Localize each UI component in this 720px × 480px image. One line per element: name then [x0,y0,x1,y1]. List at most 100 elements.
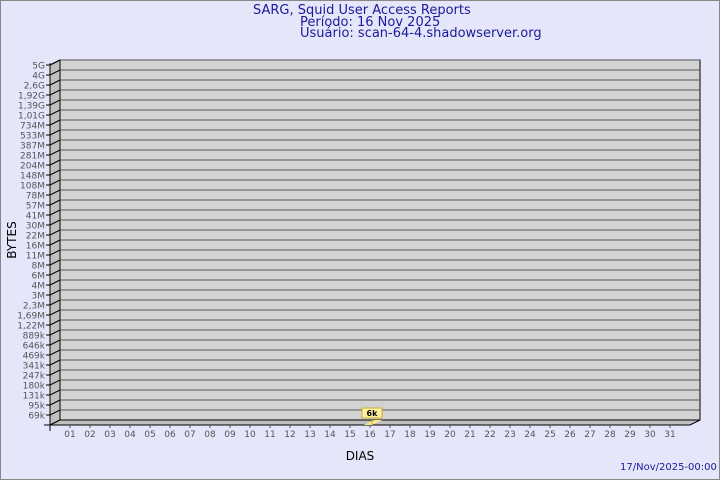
x-tick-label: 28 [604,430,616,440]
x-tick-label: 14 [324,430,336,440]
depth-line [49,309,61,316]
y-axis-title: BYTES [5,221,19,258]
depth-line [49,279,61,286]
y-tick-label: 4M [32,282,46,292]
x-tick-label: 19 [424,430,436,440]
depth-line [49,149,61,156]
y-tick-label: 2,3M [23,302,45,312]
x-axis-title: DIAS [346,449,375,463]
y-tick-label: 1,22M [17,322,45,332]
y-tick-label: 1,92G [18,92,45,102]
x-tick-label: 07 [184,430,195,440]
depth-line [49,139,61,146]
depth-line [49,289,61,296]
depth-line [49,209,61,216]
depth-line [49,239,61,246]
depth-line [49,129,61,136]
x-tick-label: 18 [404,430,416,440]
depth-line [49,349,61,356]
depth-line [49,109,61,116]
chart-user: Usuário: scan-64-4.shadowserver.org [300,26,542,41]
x-tick-label: 13 [304,430,315,440]
y-tick-label: 247k [23,372,46,382]
y-tick-label: 78M [26,192,45,202]
depth-line [49,159,61,166]
y-tick-label: 1,01G [18,112,45,122]
x-tick-label: 03 [104,430,115,440]
y-tick-label: 11M [26,252,45,262]
depth-line [49,89,61,96]
y-tick-label: 2,6G [24,82,45,92]
y-tick-label: 281M [20,152,45,162]
x-tick-label: 24 [524,430,536,440]
x-tick-label: 11 [264,430,275,440]
depth-line [49,119,61,126]
y-tick-label: 4G [32,72,45,82]
y-tick-label: 180k [23,382,46,392]
y-tick-label: 6M [32,272,46,282]
x-tick-label: 27 [584,430,595,440]
y-tick-label: 1,69M [17,312,45,322]
depth-line [49,299,61,306]
y-tick-label: 30M [26,222,45,232]
depth-line [49,269,61,276]
data-label: 6k [367,409,379,418]
y-tick-label: 5G [32,62,45,72]
bar-16 [364,420,382,425]
depth-line [49,179,61,186]
x-tick-label: 20 [444,430,456,440]
y-tick-label: 3M [32,292,46,302]
depth-line [49,69,61,76]
depth-line [49,59,61,66]
y-tick-label: 341k [23,362,46,372]
y-tick-label: 204M [20,162,45,172]
x-tick-label: 17 [384,430,395,440]
depth-line [49,409,61,416]
y-tick-label: 16M [26,242,45,252]
x-tick-label: 06 [164,430,176,440]
x-tick-label: 26 [564,430,576,440]
x-tick-label: 09 [224,430,236,440]
depth-line [49,189,61,196]
chart-period: Período: 16 Nov 2025 [300,15,441,30]
x-tick-label: 29 [624,430,636,440]
x-tick-label: 08 [204,430,216,440]
x-tick-label: 15 [344,430,355,440]
depth-line [49,169,61,176]
generated-timestamp: 17/Nov/2025-00:00 [620,462,717,473]
x-tick-label: 05 [144,430,155,440]
chart-title: SARG, Squid User Access Reports [253,3,471,18]
y-tick-label: 148M [20,172,45,182]
depth-line [49,379,61,386]
y-tick-label: 646k [23,342,46,352]
y-tick-label: 1,39G [18,102,45,112]
x-tick-label: 01 [64,430,75,440]
depth-line [49,369,61,376]
y-tick-label: 131k [23,392,46,402]
x-tick-label: 25 [544,430,555,440]
depth-line [49,259,61,266]
depth-line [49,319,61,326]
depth-line [49,219,61,226]
x-tick-label: 12 [284,430,295,440]
x-tick-label: 02 [84,430,95,440]
x-tick-label: 16 [364,430,376,440]
x-tick-label: 31 [664,430,675,440]
x-tick-label: 04 [124,430,136,440]
y-tick-label: 69k [28,412,45,422]
x-tick-label: 10 [244,430,256,440]
y-tick-label: 889k [23,332,46,342]
x-tick-label: 22 [484,430,495,440]
depth-line [49,339,61,346]
y-tick-label: 108M [20,182,45,192]
depth-line [49,249,61,256]
depth-line [49,199,61,206]
y-tick-label: 533M [20,132,45,142]
x-tick-label: 23 [504,430,515,440]
depth-line [49,359,61,366]
depth-line [49,99,61,106]
y-tick-label: 95k [28,402,45,412]
y-tick-label: 8M [32,262,46,272]
x-tick-label: 30 [644,430,656,440]
depth-line [49,329,61,336]
